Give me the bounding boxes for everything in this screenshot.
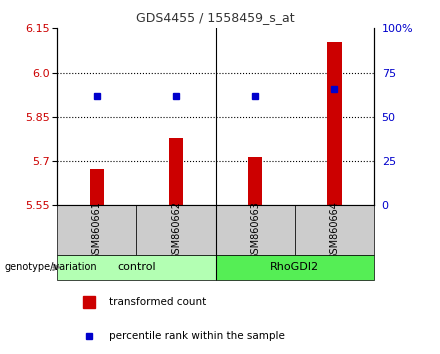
Bar (216, 205, 295, 255)
Bar (327, 41, 341, 205)
Text: transformed count: transformed count (109, 297, 206, 307)
Bar (57, 255, 216, 280)
Text: control: control (117, 262, 156, 272)
Text: GSM860662: GSM860662 (171, 201, 181, 259)
Title: GDS4455 / 1558459_s_at: GDS4455 / 1558459_s_at (136, 11, 295, 24)
Text: GSM860664: GSM860664 (330, 201, 339, 259)
Bar (90, 169, 104, 205)
Text: GSM860661: GSM860661 (92, 201, 102, 259)
Bar (216, 255, 374, 280)
Bar (295, 205, 374, 255)
Text: genotype/variation: genotype/variation (4, 262, 97, 272)
Bar (57, 205, 136, 255)
Bar (136, 205, 216, 255)
Text: GSM860663: GSM860663 (250, 201, 260, 259)
Text: percentile rank within the sample: percentile rank within the sample (109, 331, 285, 341)
Bar (169, 138, 183, 205)
Bar (248, 157, 262, 205)
Text: RhoGDI2: RhoGDI2 (270, 262, 319, 272)
